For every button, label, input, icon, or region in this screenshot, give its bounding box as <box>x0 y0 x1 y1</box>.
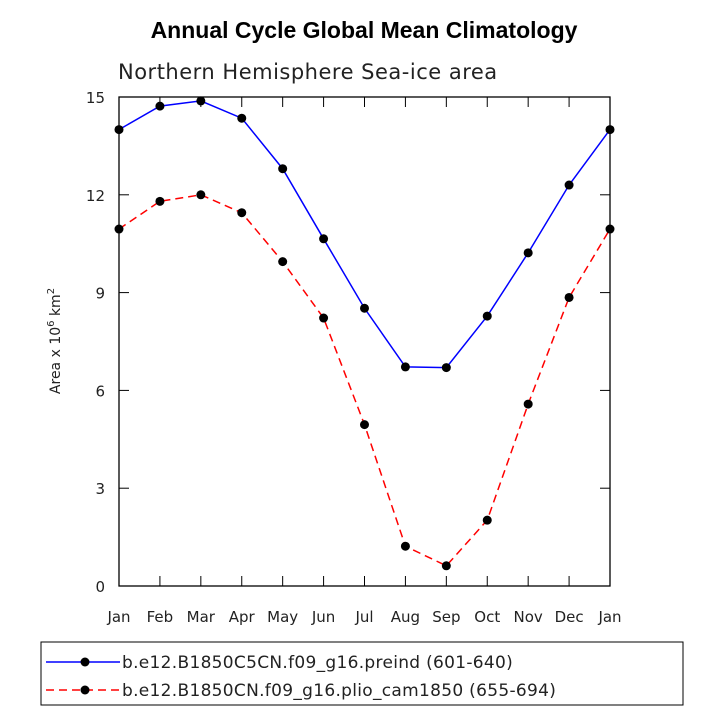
x-axis: Jan Feb Mar Apr May Jun Jul Aug Sep Oct Nov Dec Jan <box>106 97 622 626</box>
series-line-2 <box>118 194 611 567</box>
data-point <box>605 125 615 135</box>
data-point <box>400 362 410 372</box>
data-point <box>441 363 451 373</box>
data-point <box>482 515 492 525</box>
data-point <box>237 113 247 123</box>
data-point <box>400 541 410 551</box>
plot-frame <box>118 96 611 587</box>
data-point <box>278 257 288 267</box>
data-point <box>196 190 206 200</box>
x-tick-label: Apr <box>229 608 256 626</box>
data-point <box>155 101 165 111</box>
legend-marker-1 <box>80 657 90 667</box>
y-tick-label: 3 <box>95 480 105 498</box>
legend-label-1: b.e12.B1850C5CN.f09_g16.preind (601-640) <box>122 653 513 673</box>
legend-label-2: b.e12.B1850CN.f09_g16.plio_cam1850 (655-… <box>122 681 556 701</box>
x-tick-label: Feb <box>147 608 174 626</box>
x-tick-label: Jun <box>311 608 335 626</box>
x-tick-label: Aug <box>391 608 420 626</box>
data-point <box>114 224 124 234</box>
data-point <box>360 420 369 430</box>
x-tick-label: Jan <box>106 608 130 626</box>
series-layer <box>114 96 615 571</box>
x-tick-label: May <box>267 608 298 626</box>
data-point <box>319 234 329 244</box>
x-tick-label: Mar <box>187 608 216 626</box>
series-line-1 <box>118 100 611 369</box>
data-point <box>564 292 574 302</box>
data-point <box>114 125 124 135</box>
data-point <box>523 248 533 258</box>
chart-subtitle: Northern Hemisphere Sea-ice area <box>118 60 498 84</box>
chart-title: Annual Cycle Global Mean Climatology <box>151 17 578 43</box>
data-point <box>564 180 574 190</box>
data-point <box>605 224 615 234</box>
data-point <box>196 96 206 106</box>
data-point <box>441 561 451 571</box>
y-tick-label: 6 <box>95 382 105 400</box>
x-tick-label: Sep <box>432 608 460 626</box>
x-tick-label: Dec <box>555 608 584 626</box>
y-tick-label: 12 <box>86 187 105 205</box>
y-axis-label: Area x 106 km2 <box>46 288 64 394</box>
data-point <box>360 303 369 313</box>
x-tick-label: Jan <box>597 608 621 626</box>
data-point <box>155 196 165 206</box>
legend-box <box>40 641 684 706</box>
y-tick-label: 0 <box>95 578 105 596</box>
x-tick-label: Oct <box>474 608 500 626</box>
legend-marker-2 <box>80 685 90 695</box>
data-point <box>237 208 247 218</box>
y-tick-label: 15 <box>86 89 105 107</box>
x-tick-label: Jul <box>354 608 373 626</box>
data-point <box>278 164 288 174</box>
data-point <box>523 399 533 409</box>
y-tick-label: 9 <box>95 285 105 303</box>
x-tick-label: Nov <box>514 608 543 626</box>
y-axis: 0 3 6 9 12 15 <box>86 89 610 596</box>
data-point <box>319 313 329 323</box>
data-point <box>482 311 492 321</box>
legend: b.e12.B1850C5CN.f09_g16.preind (601-640)… <box>40 641 684 706</box>
